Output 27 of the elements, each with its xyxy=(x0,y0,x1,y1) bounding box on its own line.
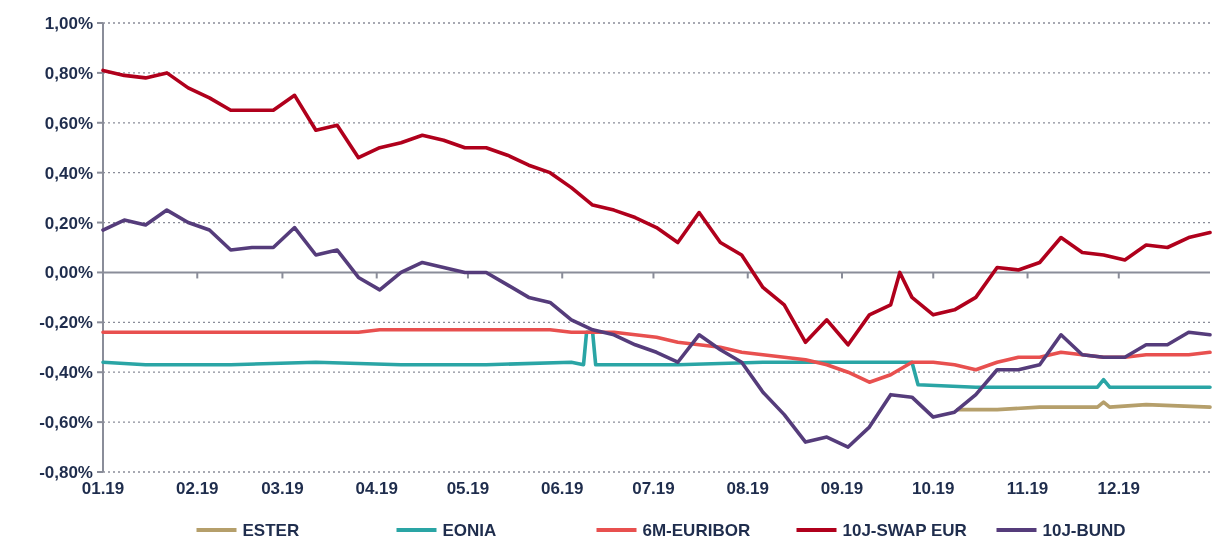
x-tick-label: 05.19 xyxy=(446,479,490,498)
x-tick-label: 10.19 xyxy=(911,479,955,498)
y-tick-label: -0,20% xyxy=(39,313,93,333)
x-tick-label: 09.19 xyxy=(820,479,864,498)
y-tick-label: 1,00% xyxy=(44,13,93,33)
legend-label: 10J-SWAP EUR xyxy=(842,520,967,540)
x-tick-label: 06.19 xyxy=(540,479,584,498)
legend-label: EONIA xyxy=(442,520,497,540)
y-tick-label: -0,80% xyxy=(39,462,93,482)
x-tick-label: 07.19 xyxy=(632,479,675,498)
x-tick-label: 01.19 xyxy=(81,479,125,498)
y-tick-label: 0,80% xyxy=(44,63,93,83)
x-tick-label: 08.19 xyxy=(726,479,770,498)
y-tick-label: 0,20% xyxy=(44,213,93,233)
y-tick-label: 0,60% xyxy=(44,113,93,133)
x-tick-label: 03.19 xyxy=(261,479,304,498)
y-tick-label: 0,00% xyxy=(44,263,93,283)
y-tick-label: -0,40% xyxy=(39,363,93,383)
x-tick-label: 02.19 xyxy=(176,479,219,498)
x-tick-label: 12.19 xyxy=(1097,479,1141,498)
y-tick-label: -0,60% xyxy=(39,413,93,433)
y-tick-label: 0,40% xyxy=(44,163,93,183)
legend-label: 10J-BUND xyxy=(1042,520,1126,540)
x-tick-label: 04.19 xyxy=(355,479,398,498)
legend-label: ESTER xyxy=(242,520,300,540)
x-tick-label: 11.19 xyxy=(1006,479,1049,498)
legend-label: 6M-EURIBOR xyxy=(642,520,751,540)
